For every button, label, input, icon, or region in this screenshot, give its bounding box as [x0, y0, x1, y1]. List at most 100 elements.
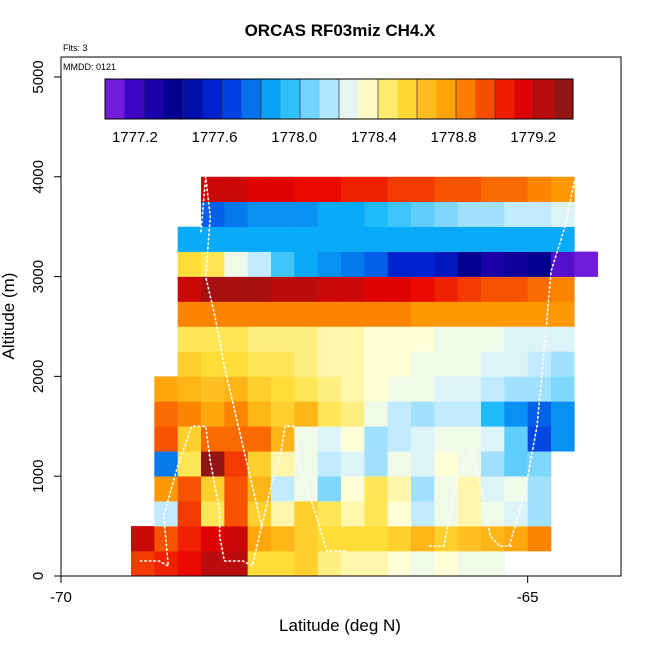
- heatmap-cell: [411, 276, 435, 302]
- heatmap-cell: [317, 226, 342, 252]
- colorbar-tick-label: 1777.6: [192, 129, 238, 146]
- colorbar-tick-label: 1777.2: [112, 129, 158, 146]
- heatmap-cell: [271, 251, 295, 277]
- y-tick-label: 4000: [30, 160, 47, 193]
- heatmap-cell: [527, 401, 552, 427]
- heatmap-cell: [364, 501, 388, 527]
- heatmap-cell: [177, 426, 202, 452]
- heatmap-cell: [481, 501, 505, 527]
- heatmap-cell: [131, 551, 155, 577]
- heatmap-cell: [247, 351, 272, 377]
- heatmap-cell: [434, 451, 458, 477]
- heatmap-cell: [504, 301, 528, 327]
- heatmap-cell: [481, 301, 505, 327]
- heatmap-cell: [387, 376, 412, 402]
- heatmap-cell: [551, 326, 575, 352]
- heatmap-cell: [294, 201, 318, 227]
- heatmap-cell: [551, 226, 575, 252]
- heatmap-cell: [341, 276, 365, 302]
- heatmap-cell: [201, 201, 225, 227]
- heatmap-cell: [177, 276, 202, 302]
- heatmap-cell: [364, 526, 388, 552]
- heatmap-cell: [411, 401, 435, 427]
- heatmap-cell: [224, 401, 248, 427]
- heatmap-cell: [247, 551, 272, 577]
- heatmap-cell: [294, 376, 318, 402]
- x-axis: -70 -65: [50, 576, 539, 606]
- colorbar-swatch: [495, 79, 515, 119]
- heatmap-cell: [387, 226, 412, 252]
- heatmap-cell: [481, 176, 505, 203]
- heatmap-cell: [271, 526, 295, 552]
- heatmap-cell: [387, 551, 412, 577]
- heatmap-cell: [247, 251, 272, 277]
- heatmap-cell: [387, 351, 412, 377]
- colorbar-tick-label: 1778.4: [351, 129, 397, 146]
- heatmap-cell: [434, 326, 458, 352]
- heatmap-cell: [177, 401, 202, 427]
- heatmap-cell: [154, 476, 178, 502]
- heatmap-cell: [131, 526, 155, 552]
- heatmap-cell: [457, 551, 482, 577]
- heatmap-cell: [224, 226, 248, 252]
- colorbar-swatch: [280, 79, 301, 119]
- heatmap-cell: [294, 326, 318, 352]
- heatmap-cell: [551, 276, 575, 302]
- heatmap-cell: [177, 551, 202, 577]
- heatmap-cell: [364, 201, 388, 227]
- heatmap-cell: [294, 426, 318, 452]
- heatmap-cell: [247, 501, 272, 527]
- heatmap-cell: [271, 276, 295, 302]
- heatmap-cell: [434, 551, 458, 577]
- y-tick-label: 3000: [30, 260, 47, 293]
- heatmap-cell: [201, 351, 225, 377]
- heatmap-cell: [527, 326, 552, 352]
- colorbar-tick-label: 1779.2: [510, 129, 556, 146]
- heatmap-cell: [527, 426, 552, 452]
- heatmap-cell: [481, 476, 505, 502]
- heatmap-cell: [504, 401, 528, 427]
- colorbar-swatch: [475, 79, 496, 119]
- heatmap-cell: [527, 526, 552, 552]
- y-axis-label: Altitude (m): [0, 273, 18, 360]
- heatmap-cell: [294, 226, 318, 252]
- heatmap-cell: [434, 401, 458, 427]
- y-tick-label: 1000: [30, 460, 47, 493]
- heatmap-cell: [271, 176, 295, 203]
- heatmap-cell: [294, 301, 318, 327]
- heatmap-cell: [271, 401, 295, 427]
- heatmap-cell: [434, 426, 458, 452]
- heatmap-cell: [364, 226, 388, 252]
- heatmap-cell: [457, 176, 482, 203]
- heatmap-cell: [201, 326, 225, 352]
- heatmap-cell: [527, 226, 552, 252]
- heatmap-cell: [364, 251, 388, 277]
- heatmap-cell: [434, 301, 458, 327]
- heatmap-cell: [387, 526, 412, 552]
- heatmap-cell: [434, 251, 458, 277]
- x-axis-label: Latitude (deg N): [279, 616, 401, 635]
- heatmap-cell: [434, 526, 458, 552]
- heatmap-cell: [317, 176, 342, 203]
- heatmap-cell: [504, 176, 528, 203]
- heatmap-cell: [457, 526, 482, 552]
- heatmap-cell: [387, 426, 412, 452]
- heatmap-cell: [294, 176, 318, 203]
- heatmap-cell: [317, 551, 342, 577]
- heatmap-cell: [457, 451, 482, 477]
- heatmap-cell: [551, 251, 575, 277]
- heatmap-cell: [154, 426, 178, 452]
- heatmap-cell: [224, 476, 248, 502]
- heatmap-cell: [247, 276, 272, 302]
- flight-tracks: [139, 176, 576, 568]
- heatmap-cell: [201, 301, 225, 327]
- heatmap-cell: [481, 551, 505, 577]
- heatmap-cell: [481, 401, 505, 427]
- heatmap-cell: [364, 401, 388, 427]
- heatmap-cell: [457, 201, 482, 227]
- heatmap-cell: [294, 526, 318, 552]
- colorbar-swatch: [319, 79, 340, 119]
- heatmap-cell: [481, 276, 505, 302]
- heatmap-cell: [411, 551, 435, 577]
- heatmap-cell: [177, 451, 202, 477]
